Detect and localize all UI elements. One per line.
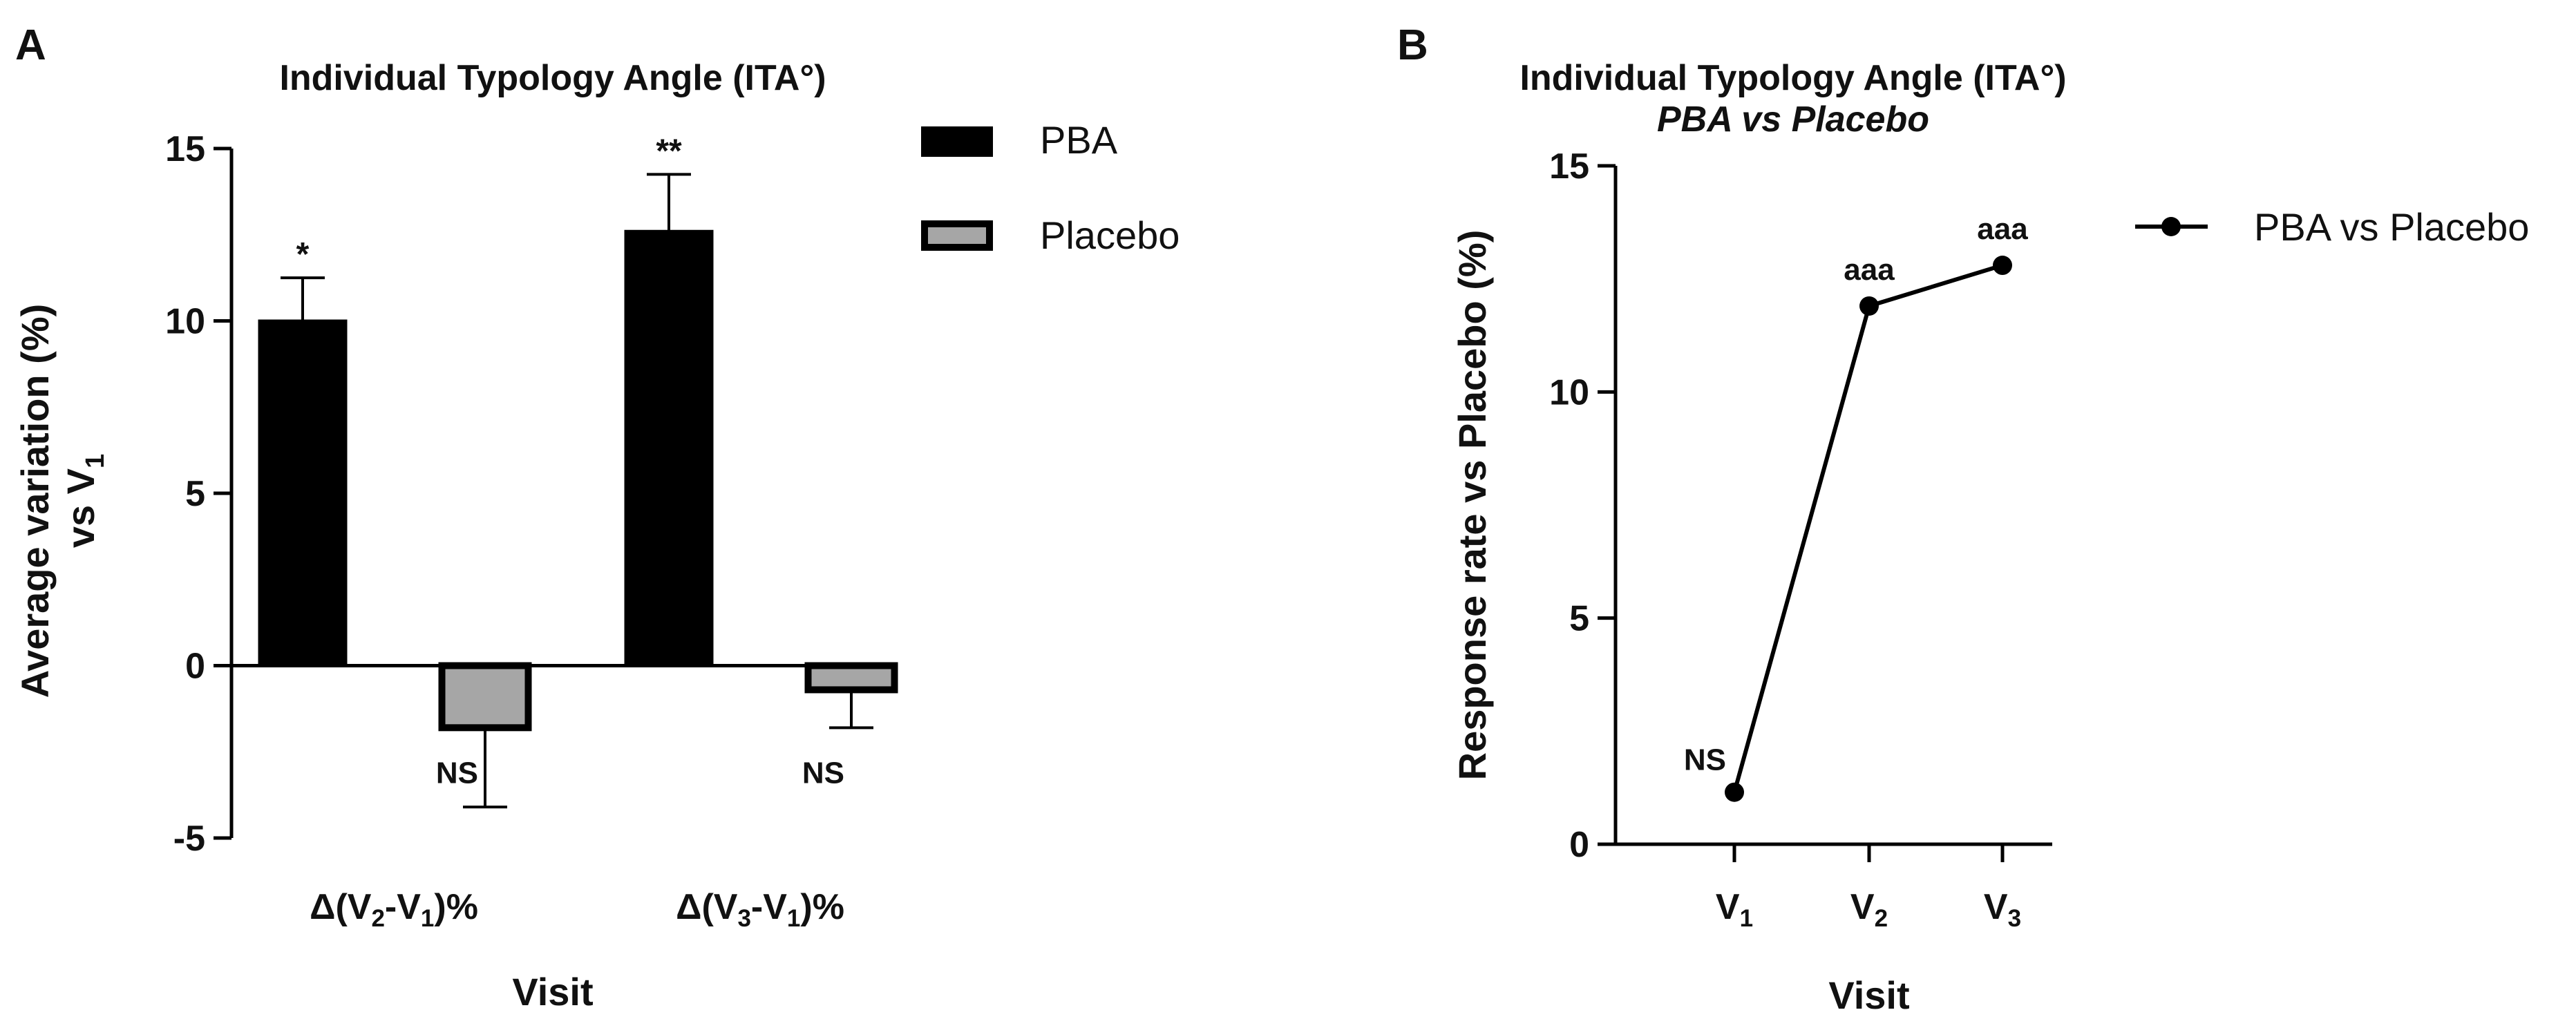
legend-label-placebo: Placebo [1040,213,1180,257]
chart-a-title: Individual Typology Angle (ITA°) [279,58,826,98]
annotation-point-v2: aaa [1844,253,1895,287]
panel-a-label: A [15,21,46,69]
annotation-ns-1: NS [436,756,478,790]
chart-b-x-tick-label: V3 [1984,887,2021,932]
chart-a-x-tick-label: Δ(V2-V1)% [310,887,478,932]
chart-b: Individual Typology Angle (ITA°)PBA vs P… [1450,58,2529,1017]
point-v3 [1993,256,2012,276]
chart-b-y-tick-label: 10 [1549,372,1589,412]
chart-b-x-tick-label: V1 [1716,887,1753,932]
point-v2 [1859,296,1879,316]
chart-b-title: Individual Typology Angle (ITA°) [1519,58,2066,98]
chart-b-legend: PBA vs Placebo [2135,205,2529,249]
chart-b-x-tick-label: V2 [1850,887,1888,932]
annotation-sig-2: ** [656,133,682,169]
chart-a-legend: PBA Placebo [921,118,1180,257]
chart-a-y-tick-label: 15 [165,129,205,169]
chart-b-y-label: Response rate vs Placebo (%) [1450,230,1494,781]
bar-placebo-2 [804,662,898,694]
chart-a: Individual Typology Angle (ITA°) -5 0 5 10 15… [13,58,1180,1013]
bar-pba-2 [624,229,714,667]
chart-a-y-tick-label: 10 [165,302,205,342]
chart-b-x-label: Visit [1828,973,1909,1017]
chart-a-x-label: Visit [512,970,593,1013]
chart-a-y-tick-label: 5 [185,474,205,514]
chart-b-y-tick-label: 0 [1569,825,1589,865]
point-v1 [1725,782,1744,802]
bar-pba-1 [258,319,348,667]
annotation-point-v3: aaa [1977,212,2028,246]
line-pba-vs-placebo [1732,263,2003,793]
chart-a-y-tick-label: -5 [173,819,205,859]
legend-marker-pba-vs-placebo [2161,217,2181,236]
annotation-sig-1: * [296,236,310,273]
legend-label-pba: PBA [1040,118,1118,162]
chart-b-y-tick-label: 5 [1569,599,1589,639]
bar-placebo-1 [438,662,532,732]
chart-b-y-tick-label: 15 [1549,146,1589,187]
chart-b-subtitle: PBA vs Placebo [1657,99,1929,140]
annotation-ns-2: NS [802,756,844,790]
chart-a-y-label-line2: vs V1 [59,454,110,548]
chart-a-y-tick-label: 0 [185,647,205,687]
chart-a-x-tick-label: Δ(V3-V1)% [676,887,844,932]
chart-a-y-label: Average variation (%) vs V1 [13,304,110,698]
chart-b-y-label-text: Response rate vs Placebo (%) [1450,230,1494,781]
chart-a-y-label-line1: Average variation (%) [13,304,57,698]
annotation-point-v1: NS [1684,743,1726,777]
legend-swatch-pba [921,126,993,157]
legend-label-pba-vs-placebo: PBA vs Placebo [2254,205,2529,249]
panel-b-label: B [1397,21,1428,69]
legend-swatch-placebo [921,220,993,251]
